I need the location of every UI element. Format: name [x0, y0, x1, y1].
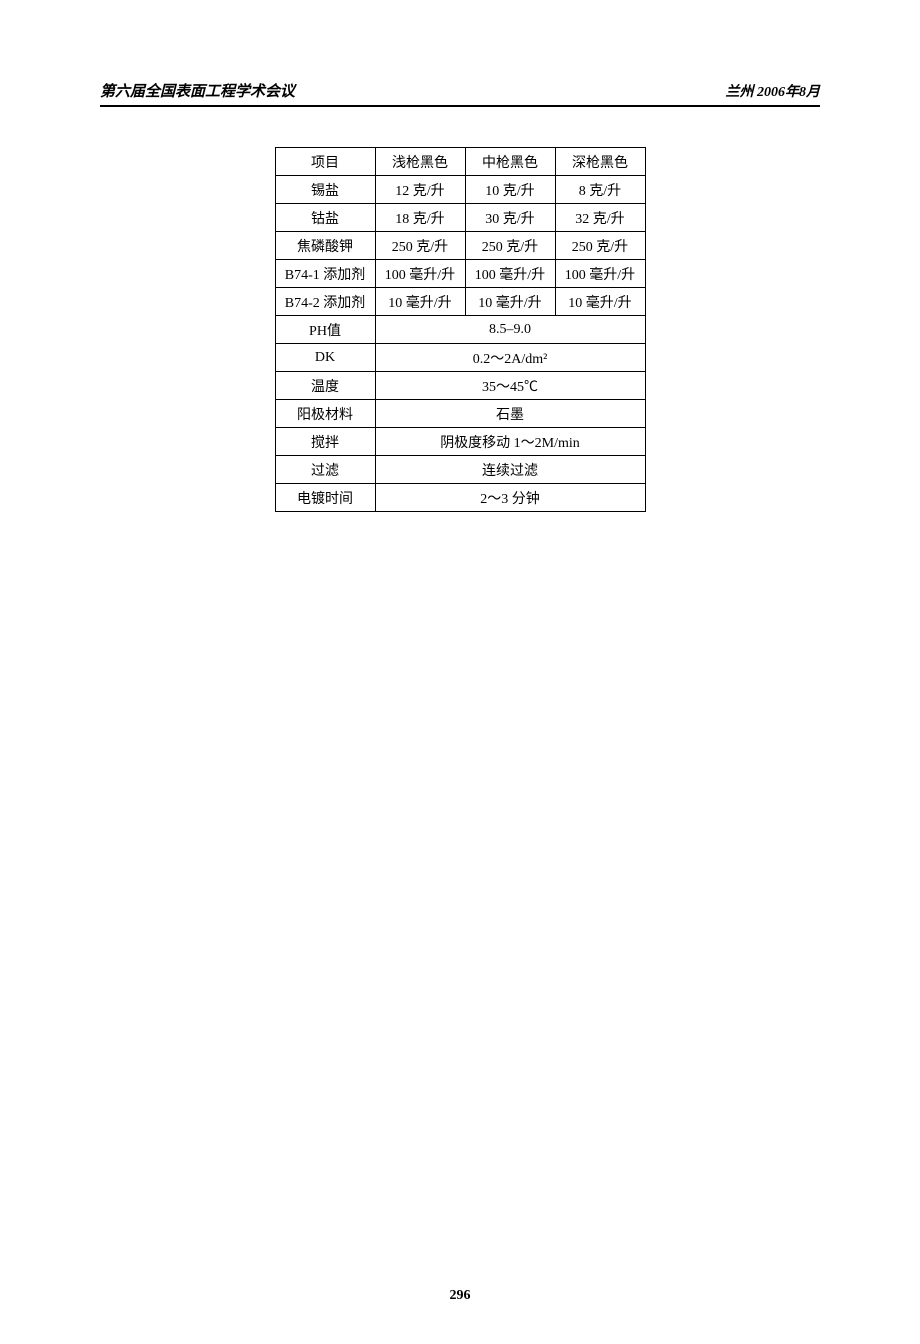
cell: 250 克/升: [375, 232, 465, 260]
table-row: 锡盐 12 克/升 10 克/升 8 克/升: [275, 176, 645, 204]
cell: 32 克/升: [555, 204, 645, 232]
cell: 100 毫升/升: [375, 260, 465, 288]
table-row: PH值 8.5–9.0: [275, 316, 645, 344]
cell: 30 克/升: [465, 204, 555, 232]
cell: 100 毫升/升: [555, 260, 645, 288]
row-label: PH值: [275, 316, 375, 344]
table-row: B74-1 添加剂 100 毫升/升 100 毫升/升 100 毫升/升: [275, 260, 645, 288]
col-header: 浅枪黑色: [375, 148, 465, 176]
table-header-row: 项目 浅枪黑色 中枪黑色 深枪黑色: [275, 148, 645, 176]
cell: 100 毫升/升: [465, 260, 555, 288]
cell: 250 克/升: [465, 232, 555, 260]
merged-cell: 连续过滤: [375, 456, 645, 484]
cell: 10 克/升: [465, 176, 555, 204]
table-row: 电镀时间 2～3 分钟: [275, 484, 645, 512]
merged-cell: 8.5–9.0: [375, 316, 645, 344]
header-left-title: 第六届全国表面工程学术会议: [100, 80, 295, 101]
table-row: 焦磷酸钾 250 克/升 250 克/升 250 克/升: [275, 232, 645, 260]
cell: 250 克/升: [555, 232, 645, 260]
merged-cell: 阴极度移动 1～2M/min: [375, 428, 645, 456]
page-header: 第六届全国表面工程学术会议 兰州 2006年8月: [100, 80, 820, 107]
row-label: 搅拌: [275, 428, 375, 456]
row-label: 温度: [275, 372, 375, 400]
table-row: 阳极材料 石墨: [275, 400, 645, 428]
page-number: 296: [0, 1288, 920, 1304]
row-label: 阳极材料: [275, 400, 375, 428]
table-container: 项目 浅枪黑色 中枪黑色 深枪黑色 锡盐 12 克/升 10 克/升 8 克/升…: [100, 147, 820, 512]
cell: 12 克/升: [375, 176, 465, 204]
row-label: DK: [275, 344, 375, 372]
row-label: 过滤: [275, 456, 375, 484]
row-label: 钴盐: [275, 204, 375, 232]
parameters-table: 项目 浅枪黑色 中枪黑色 深枪黑色 锡盐 12 克/升 10 克/升 8 克/升…: [275, 147, 646, 512]
cell: 18 克/升: [375, 204, 465, 232]
table-row: 温度 35～45℃: [275, 372, 645, 400]
table-row: B74-2 添加剂 10 毫升/升 10 毫升/升 10 毫升/升: [275, 288, 645, 316]
row-label: 焦磷酸钾: [275, 232, 375, 260]
cell: 10 毫升/升: [465, 288, 555, 316]
table-row: DK 0.2～2A/dm²: [275, 344, 645, 372]
row-label: 锡盐: [275, 176, 375, 204]
row-label: 电镀时间: [275, 484, 375, 512]
cell: 10 毫升/升: [555, 288, 645, 316]
cell: 10 毫升/升: [375, 288, 465, 316]
table-row: 搅拌 阴极度移动 1～2M/min: [275, 428, 645, 456]
table-row: 过滤 连续过滤: [275, 456, 645, 484]
merged-cell: 35～45℃: [375, 372, 645, 400]
table-row: 钴盐 18 克/升 30 克/升 32 克/升: [275, 204, 645, 232]
merged-cell: 石墨: [375, 400, 645, 428]
col-header: 中枪黑色: [465, 148, 555, 176]
row-label: B74-1 添加剂: [275, 260, 375, 288]
col-header: 深枪黑色: [555, 148, 645, 176]
merged-cell: 0.2～2A/dm²: [375, 344, 645, 372]
row-label: B74-2 添加剂: [275, 288, 375, 316]
merged-cell: 2～3 分钟: [375, 484, 645, 512]
page: 第六届全国表面工程学术会议 兰州 2006年8月 项目 浅枪黑色 中枪黑色 深枪…: [0, 0, 920, 1344]
header-right-date: 兰州 2006年8月: [726, 81, 821, 101]
cell: 8 克/升: [555, 176, 645, 204]
col-header: 项目: [275, 148, 375, 176]
